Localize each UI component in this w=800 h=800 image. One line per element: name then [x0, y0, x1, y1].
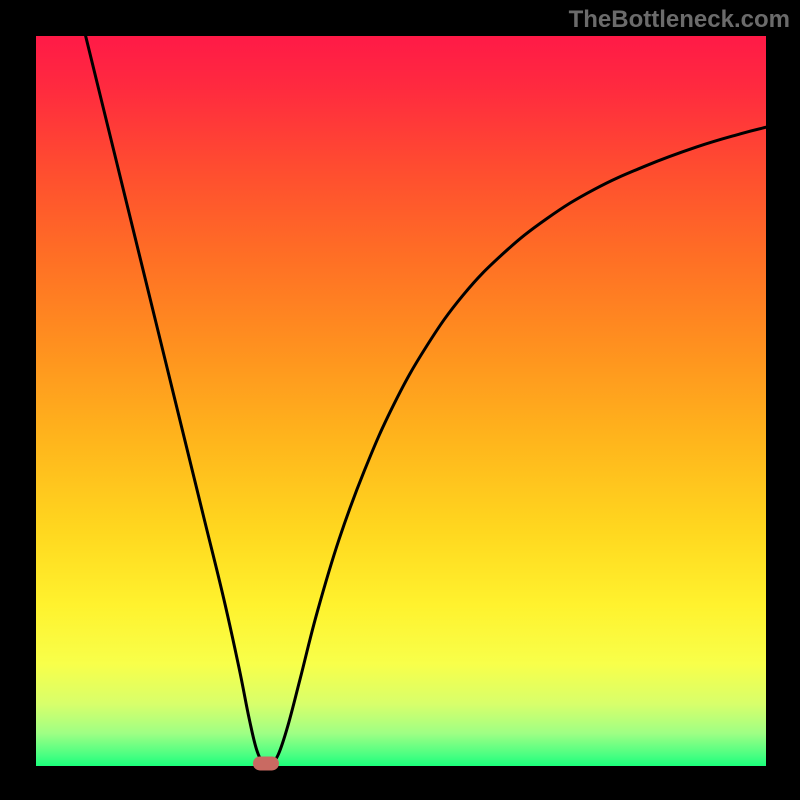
optimal-marker	[253, 756, 279, 770]
plot-background	[36, 36, 766, 766]
bottleneck-chart	[0, 0, 800, 800]
chart-container: TheBottleneck.com	[0, 0, 800, 800]
watermark-text: TheBottleneck.com	[569, 6, 790, 34]
